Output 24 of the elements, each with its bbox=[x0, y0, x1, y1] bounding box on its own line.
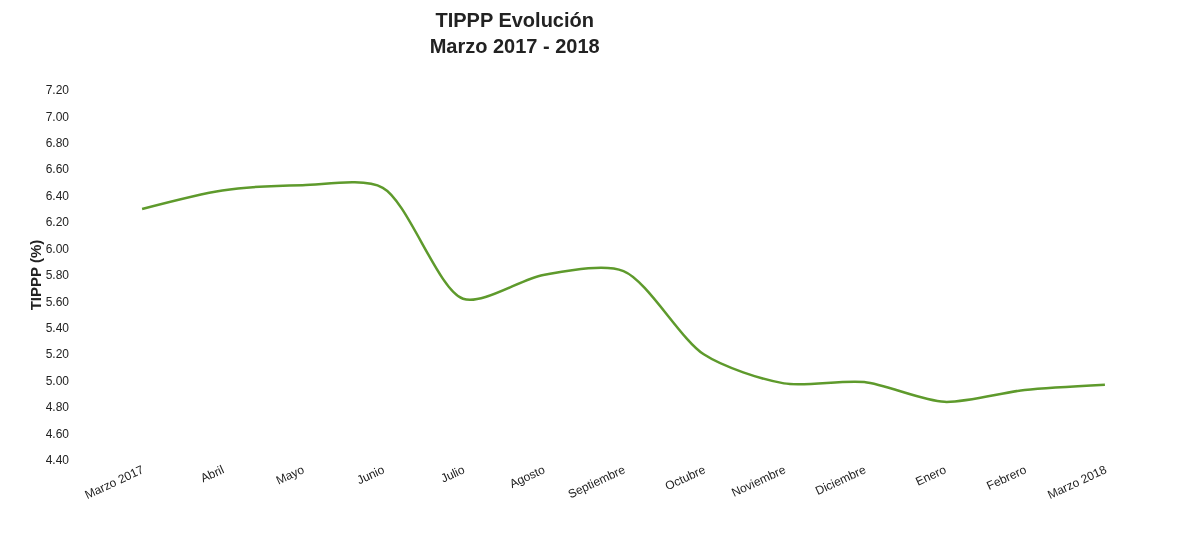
x-tick-label: Junio bbox=[354, 462, 387, 488]
y-tick-label: 4.80 bbox=[45, 400, 70, 415]
x-tick-label: Marzo 2017 bbox=[82, 462, 147, 502]
y-tick-label: 5.00 bbox=[45, 373, 70, 388]
y-tick-label: 5.60 bbox=[45, 294, 70, 309]
y-tick-label: 4.40 bbox=[45, 453, 70, 468]
x-tick-label: Julio bbox=[438, 462, 468, 486]
y-tick-label: 5.40 bbox=[45, 321, 70, 336]
y-tick-label: 7.20 bbox=[45, 83, 70, 98]
y-tick-label: 6.80 bbox=[45, 136, 70, 151]
x-tick-label: Marzo 2018 bbox=[1045, 462, 1109, 502]
y-tick-label: 6.20 bbox=[45, 215, 70, 230]
x-tick-label: Abril bbox=[198, 462, 227, 486]
chart-title: TIPPP Evolución Marzo 2017 - 2018 bbox=[429, 9, 600, 57]
y-tick-label: 6.60 bbox=[45, 162, 70, 177]
y-tick-label: 5.80 bbox=[45, 268, 70, 283]
y-tick-label: 7.00 bbox=[45, 109, 70, 124]
y-tick-label: 6.40 bbox=[45, 188, 70, 203]
y-tick-label: 5.20 bbox=[45, 347, 70, 362]
x-tick-label: Mayo bbox=[273, 462, 307, 488]
y-tick-label: 6.00 bbox=[45, 241, 70, 256]
y-tick-label: 4.60 bbox=[45, 426, 70, 441]
y-axis-title: TIPPP (%) bbox=[26, 239, 44, 311]
x-tick-label: Enero bbox=[913, 462, 949, 489]
